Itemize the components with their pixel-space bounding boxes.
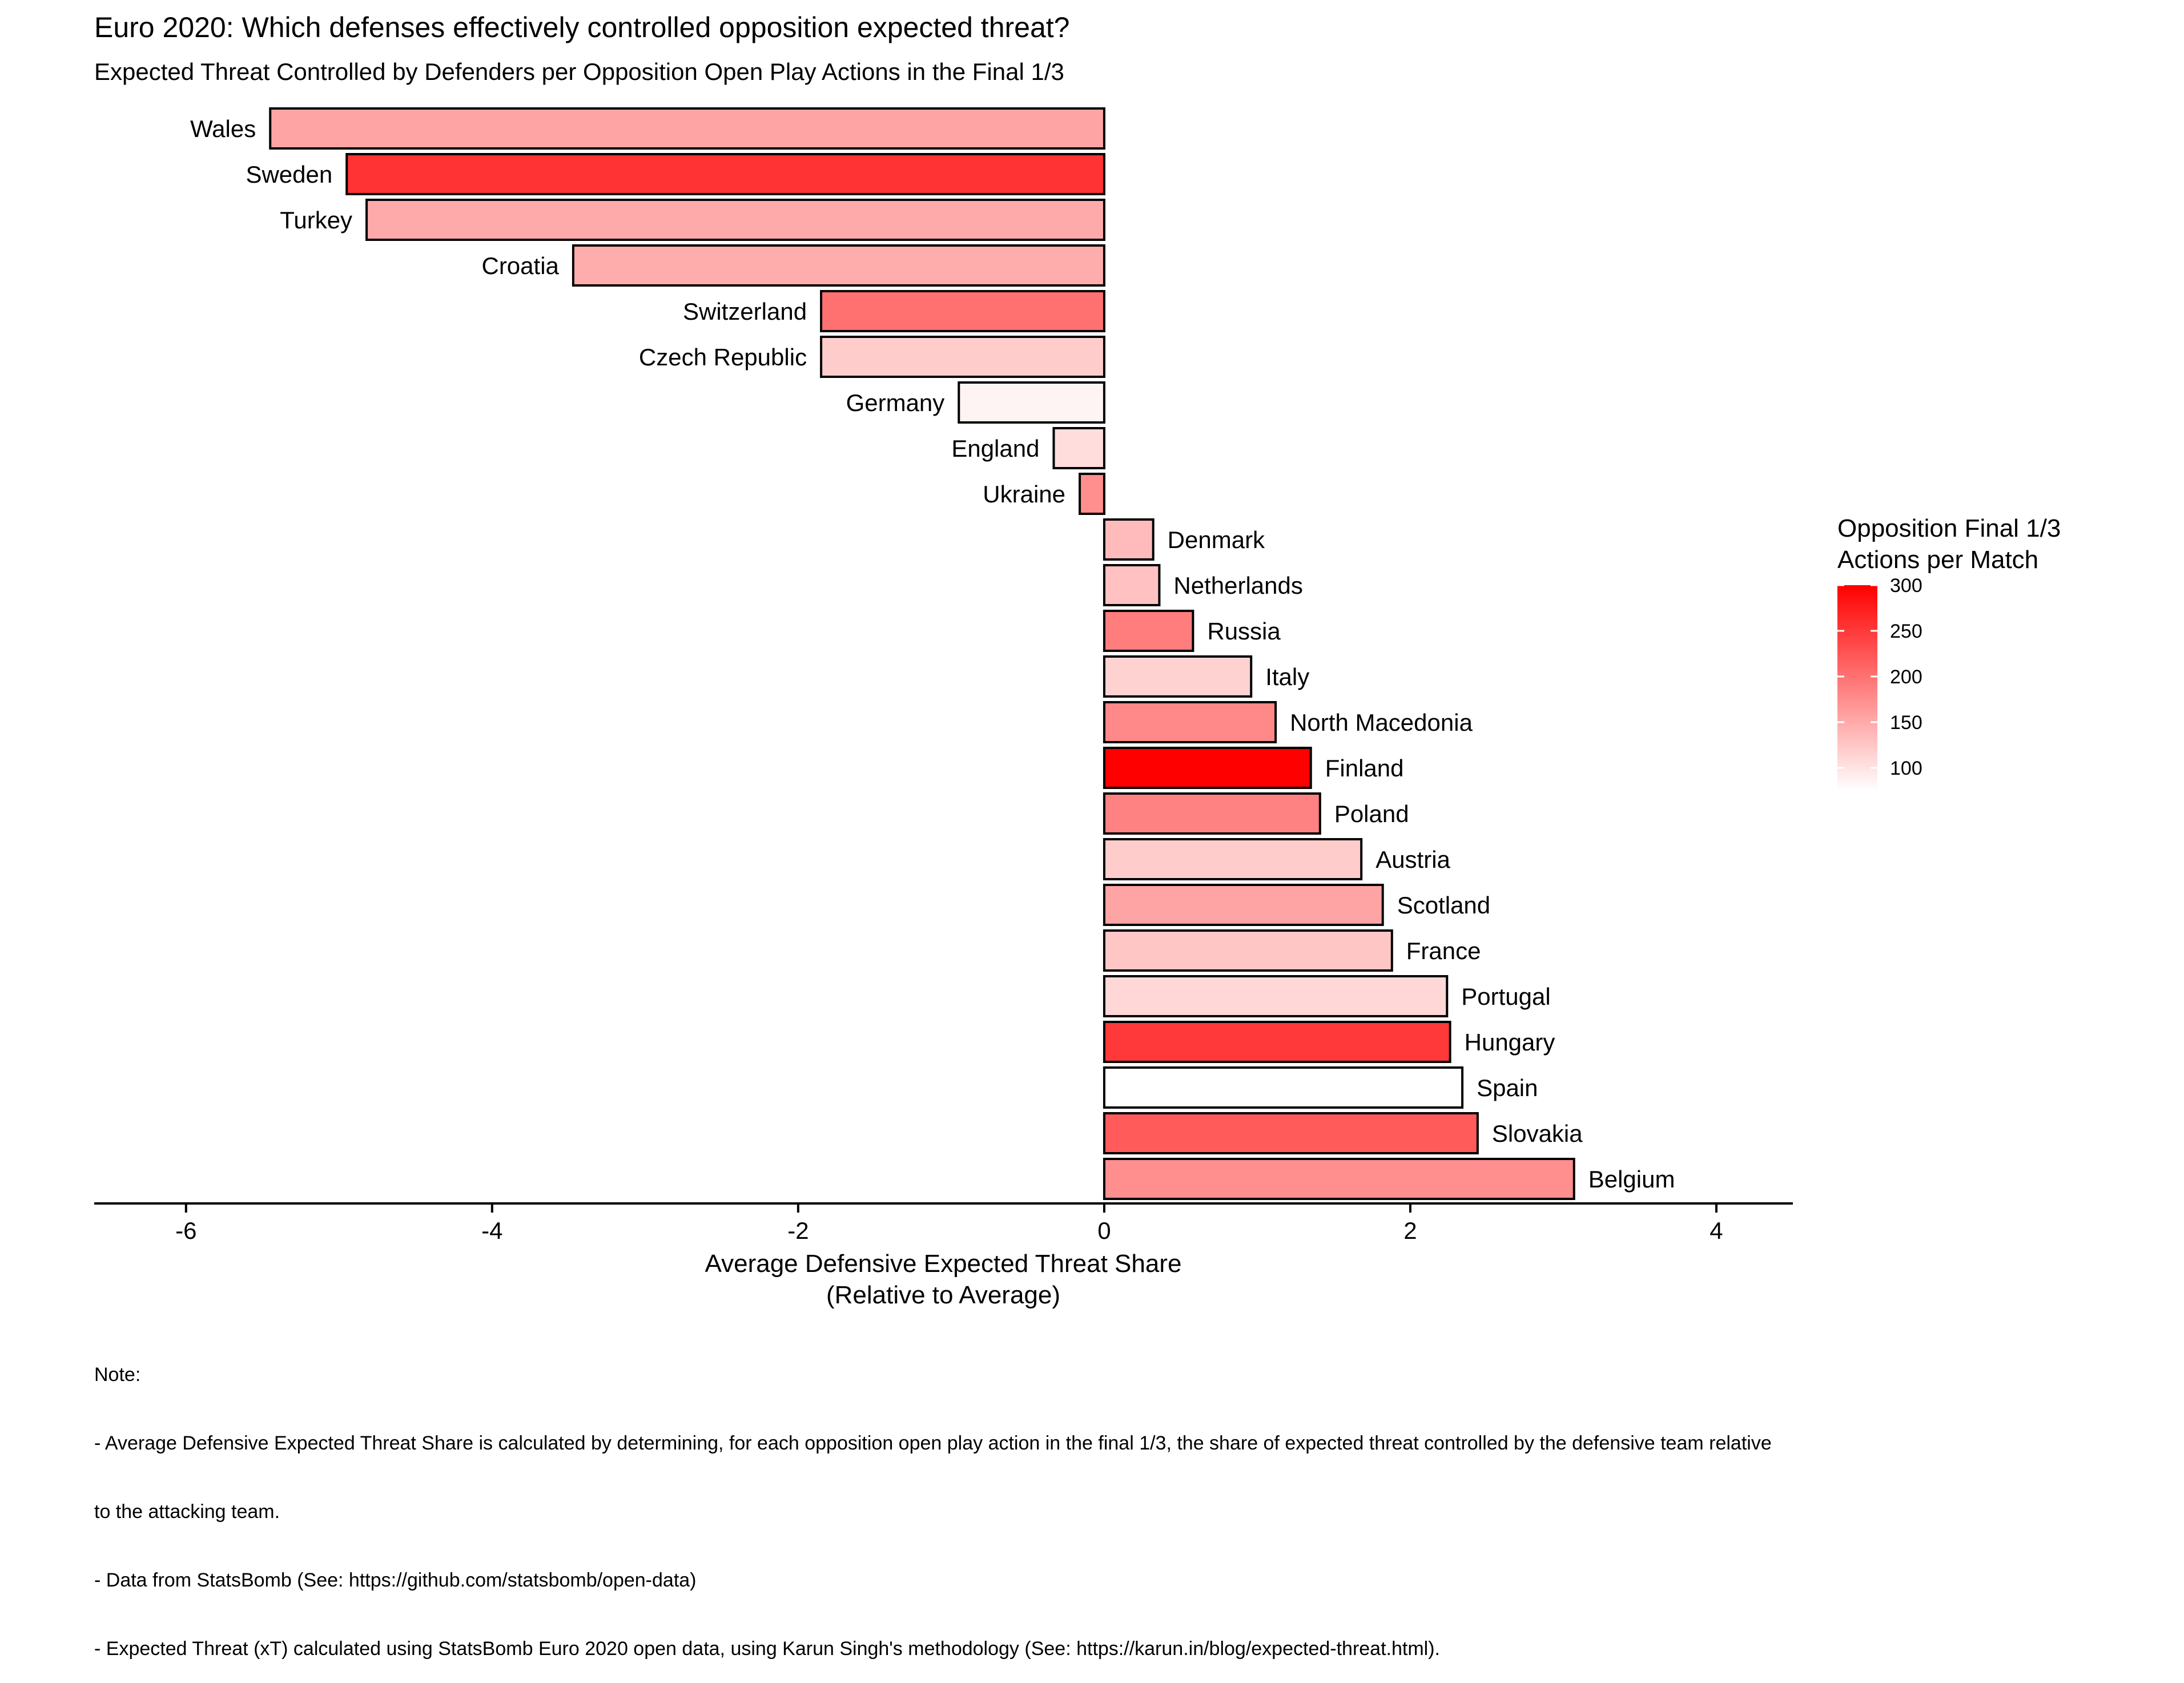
legend-tick-label: 300 [1890, 575, 1922, 597]
bar-finland [1103, 747, 1312, 789]
bar-north-macedonia [1103, 701, 1277, 743]
bar-label-czech-republic: Czech Republic [639, 344, 807, 371]
x-tick-label: 0 [1097, 1217, 1111, 1244]
bar-label-ukraine: Ukraine [983, 481, 1065, 508]
bar-label-denmark: Denmark [1168, 526, 1265, 553]
bar-label-england: England [951, 435, 1039, 462]
bar-label-austria: Austria [1375, 846, 1450, 873]
notes: Note: - Average Defensive Expected Threa… [94, 1318, 2161, 1683]
note-line-5: - Expected Threat (xT) calculated using … [94, 1638, 1440, 1660]
bar-belgium [1103, 1158, 1575, 1200]
bar-russia [1103, 610, 1194, 652]
legend-colorbar [1837, 585, 1877, 791]
x-tick-label: -4 [481, 1217, 502, 1244]
bar-sweden [345, 153, 1105, 195]
bar-label-slovakia: Slovakia [1492, 1120, 1583, 1147]
bar-switzerland [820, 290, 1105, 332]
bar-label-turkey: Turkey [280, 207, 352, 233]
bar-label-russia: Russia [1207, 618, 1281, 645]
category-labels-group: Wales Sweden Turkey Croatia Switzerland Czech… [190, 115, 1675, 1193]
bar-slovakia [1103, 1112, 1479, 1154]
bar-croatia [572, 244, 1105, 287]
bar-poland [1103, 792, 1321, 835]
chart-title: Euro 2020: Which defenses effectively co… [94, 11, 1069, 43]
bar-england [1052, 427, 1105, 469]
bar-hungary [1103, 1021, 1451, 1063]
legend: Opposition Final 1/3 Actions per Match 1… [1837, 514, 2061, 791]
bar-label-sweden: Sweden [246, 161, 332, 188]
bar-label-netherlands: Netherlands [1173, 572, 1302, 599]
legend-tick-label: 250 [1890, 621, 1922, 642]
legend-ticks-group: 100 150 200 250 300 [1837, 575, 1922, 779]
bar-label-scotland: Scotland [1397, 892, 1490, 919]
bar-label-finland: Finland [1325, 755, 1404, 782]
x-tick-label: 4 [1710, 1217, 1723, 1244]
bar-label-portugal: Portugal [1461, 983, 1550, 1010]
x-axis-title-line2: (Relative to Average) [826, 1281, 1060, 1309]
bar-label-wales: Wales [190, 115, 256, 142]
bar-label-poland: Poland [1334, 800, 1409, 827]
bar-label-germany: Germany [846, 389, 945, 416]
bar-germany [958, 381, 1105, 424]
bar-label-switzerland: Switzerland [683, 298, 807, 325]
bar-label-spain: Spain [1477, 1074, 1538, 1101]
x-tick-label: 2 [1403, 1217, 1417, 1244]
bar-austria [1103, 838, 1363, 880]
bar-wales [269, 107, 1105, 150]
bar-label-hungary: Hungary [1465, 1029, 1555, 1056]
bar-portugal [1103, 975, 1449, 1017]
bar-denmark [1103, 518, 1155, 561]
legend-title-line2: Actions per Match [1837, 546, 2038, 574]
bar-netherlands [1103, 564, 1161, 606]
note-line-2: - Average Defensive Expected Threat Shar… [94, 1432, 1772, 1454]
bar-italy [1103, 655, 1253, 698]
bar-label-italy: Italy [1265, 663, 1309, 690]
chart: Euro 2020: Which defenses effectively co… [94, 11, 2061, 1309]
bar-czech-republic [820, 336, 1105, 378]
note-line-4: - Data from StatsBomb (See: https://gith… [94, 1569, 697, 1591]
bar-label-croatia: Croatia [481, 252, 559, 279]
bar-scotland [1103, 884, 1384, 926]
x-axis-title-line1: Average Defensive Expected Threat Share [705, 1250, 1182, 1278]
bar-label-north-macedonia: North Macedonia [1290, 709, 1473, 736]
bar-turkey [365, 199, 1105, 241]
note-line-3: to the attacking team. [94, 1501, 280, 1523]
x-tick-label: -6 [175, 1217, 196, 1244]
legend-tick-label: 150 [1890, 712, 1922, 734]
bar-label-france: France [1406, 937, 1481, 964]
x-ticks-group: -6 -4 -2 0 2 4 [175, 1203, 1723, 1244]
bar-france [1103, 929, 1393, 972]
x-tick-label: -2 [787, 1217, 809, 1244]
chart-subtitle: Expected Threat Controlled by Defenders … [94, 58, 1064, 85]
legend-tick-label: 200 [1890, 666, 1922, 688]
bars-group [269, 107, 1575, 1200]
bar-spain [1103, 1066, 1464, 1109]
note-line-1: Note: [94, 1364, 141, 1386]
legend-title-line1: Opposition Final 1/3 [1837, 514, 2061, 542]
bar-ukraine [1079, 473, 1105, 515]
legend-tick-label: 100 [1890, 758, 1922, 779]
bar-label-belgium: Belgium [1588, 1166, 1675, 1193]
